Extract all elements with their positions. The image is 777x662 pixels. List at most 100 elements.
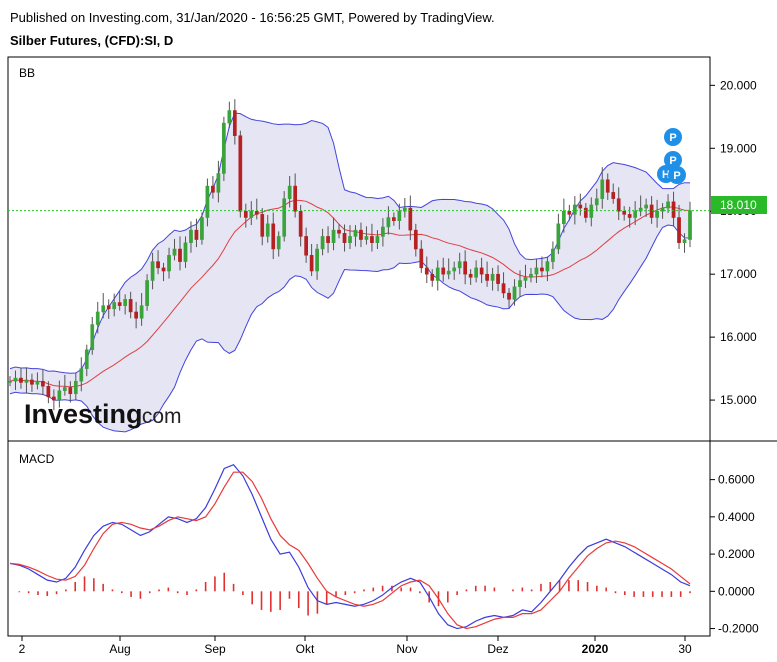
candle <box>150 252 155 290</box>
candle-body <box>243 210 248 218</box>
candle-body <box>139 305 144 319</box>
candle-body <box>424 267 429 275</box>
candle-body <box>232 110 237 136</box>
price-tick-label: 16.000 <box>720 330 757 344</box>
macd-tick-label: 0.0000 <box>718 584 755 598</box>
candle <box>128 291 133 319</box>
candle <box>611 183 616 204</box>
candle <box>594 188 599 212</box>
candle <box>200 212 204 245</box>
candle-body <box>331 229 336 243</box>
candle <box>402 198 407 218</box>
bb-fill <box>10 113 690 432</box>
candle <box>46 381 51 404</box>
candle <box>474 260 478 283</box>
candle-body <box>540 267 544 272</box>
candle-body <box>90 324 95 350</box>
candle <box>326 226 330 253</box>
candle-body <box>200 217 204 240</box>
candle-body <box>183 242 188 262</box>
candle <box>551 241 555 270</box>
candle-body <box>41 380 45 387</box>
candle <box>216 160 221 203</box>
candle-body <box>19 377 23 383</box>
candle-body <box>446 270 451 275</box>
candle <box>583 203 588 223</box>
marker-p-2[interactable] <box>664 151 682 169</box>
candle <box>408 195 413 241</box>
candle <box>222 116 226 182</box>
candle <box>463 250 468 285</box>
candle-body <box>52 396 56 401</box>
candle-body <box>249 210 254 218</box>
candle-body <box>457 261 462 269</box>
candle-body <box>562 210 566 225</box>
candle-body <box>364 236 369 240</box>
candle <box>666 194 670 214</box>
candle-body <box>649 204 654 218</box>
candle-body <box>644 204 648 209</box>
candle-body <box>309 255 314 272</box>
candle <box>134 301 138 329</box>
candle-body <box>583 207 588 218</box>
candle <box>622 206 627 221</box>
candle <box>605 173 610 200</box>
candle <box>287 175 292 208</box>
candle <box>572 196 577 225</box>
candle <box>90 316 95 355</box>
candle-body <box>222 122 226 174</box>
candle <box>68 381 73 403</box>
candle-body <box>172 248 177 256</box>
candle-body <box>298 210 303 237</box>
candle-body <box>134 311 138 319</box>
marker-p-3[interactable] <box>668 166 686 184</box>
event-markers: P P H P <box>657 128 686 184</box>
marker-p-1[interactable] <box>664 128 682 146</box>
candle-body <box>605 179 610 193</box>
candle-body <box>490 273 495 281</box>
candle-body <box>123 299 128 306</box>
candle-body <box>688 210 692 240</box>
candle <box>370 223 374 252</box>
macd-macd-line <box>9 464 691 630</box>
candle-body <box>567 210 572 215</box>
candle <box>161 262 166 282</box>
candle-body <box>156 261 160 269</box>
candle-body <box>315 248 319 272</box>
price-tick-label: 19.000 <box>720 141 757 155</box>
candle-body <box>128 299 133 313</box>
candle-body <box>677 217 681 243</box>
candle <box>57 380 62 408</box>
candle <box>41 369 45 396</box>
time-tick-label: 2 <box>19 642 26 656</box>
candle <box>671 191 676 227</box>
candle-body <box>392 217 396 221</box>
candle <box>95 301 100 334</box>
candle <box>435 260 440 291</box>
candle-body <box>211 185 215 193</box>
candle-body <box>666 201 670 209</box>
candle <box>655 199 659 228</box>
candle-body <box>161 267 166 272</box>
candle-body <box>413 229 418 250</box>
macd-panel-label: MACD <box>19 452 55 466</box>
candle-body <box>638 207 643 212</box>
candle-body <box>342 233 347 243</box>
candle <box>178 236 182 271</box>
time-tick-label: Aug <box>109 642 130 656</box>
candle <box>364 226 369 245</box>
candle <box>638 195 643 217</box>
candle <box>24 367 29 393</box>
candle-body <box>353 229 358 237</box>
candle-body <box>616 198 621 212</box>
candle-body <box>496 273 500 284</box>
candle <box>507 288 511 309</box>
candle-body <box>512 286 517 300</box>
candle-body <box>30 379 34 385</box>
candle-body <box>523 277 528 281</box>
price-tick-label: 20.000 <box>720 78 757 92</box>
candle-body <box>485 273 489 281</box>
candle <box>616 187 621 221</box>
candle-body <box>13 377 18 382</box>
